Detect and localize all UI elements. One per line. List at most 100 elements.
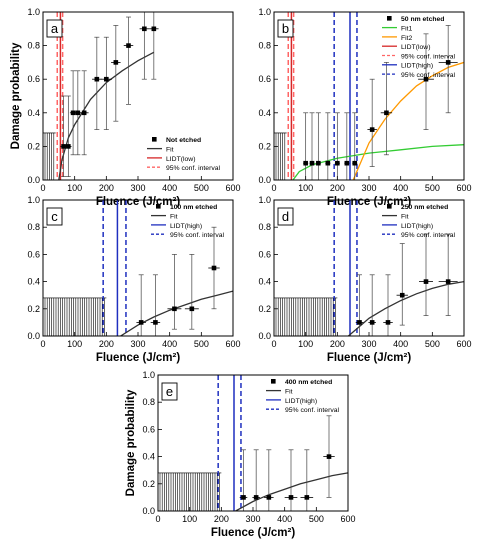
y-tick-label: 0.0 [258,331,271,341]
x-tick-label: 300 [130,339,145,349]
x-axis-label: Fluence (J/cm²) [96,352,181,364]
x-tick-label: 500 [425,339,440,349]
fit-curve [235,472,348,511]
y-tick-label: 1.0 [258,195,271,205]
y-tick-label: 0.2 [27,304,40,314]
legend-label: LIDT(high) [401,63,433,70]
x-tick-label: 600 [456,339,471,349]
legend-label: Fit [166,147,174,154]
legend-label: LIDT(high) [170,223,202,230]
fit-curve [58,51,155,180]
y-tick-label: 0.0 [142,506,155,516]
legend-marker [387,16,392,21]
x-tick-label: 0 [40,183,45,193]
data-point [369,320,375,325]
plot-area [158,375,348,511]
chart-panel-c: 0 100 200 300 400 500 600 0.0 0.2 0.4 0.6 0.8 1.0 Flu… [27,195,240,364]
legend-marker [152,137,157,142]
y-tick-label: 0.6 [258,249,271,259]
x-tick-label: 300 [245,514,260,524]
y-tick-label: 1.0 [27,195,40,205]
legend-label: LIDT(low) [166,156,195,163]
panel-label-box [277,207,294,226]
x-tick-label: 0 [271,339,276,349]
legend-label: Fit1 [401,26,413,33]
x-tick-label: 600 [340,514,355,524]
data-point [288,495,294,500]
data-point [369,127,375,132]
y-tick-label: 0.8 [258,222,271,232]
x-tick-label: 300 [130,183,145,193]
legend-label: 100 nm etched [170,204,217,211]
y-tick-label: 0.4 [27,277,40,287]
x-tick-label: 0 [271,183,276,193]
data-point [70,110,76,116]
x-tick-label: 500 [309,514,324,524]
x-tick-label: 100 [298,183,313,193]
legend-marker [156,204,161,209]
data-point [172,306,177,312]
y-tick-label: 0.2 [27,141,40,151]
fit-curve [347,280,464,336]
legend-label: 95% conf. interval [285,407,340,414]
data-point [138,320,144,325]
fit-curve [292,144,464,180]
x-tick-label: 400 [162,183,177,193]
x-tick-label: 200 [99,339,114,349]
y-tick-label: 0.4 [27,108,40,118]
legend-label: LIDT(low) [401,44,430,51]
x-tick-label: 400 [393,339,408,349]
panel-label: d [282,209,289,224]
x-tick-label: 100 [67,183,82,193]
legend-label: 95% conf. interval [401,53,456,60]
panel-label-box [161,382,178,401]
data-point [357,320,362,325]
panel-label: c [51,209,58,224]
data-point [303,160,308,166]
data-point [335,160,340,166]
x-tick-label: 200 [330,183,345,193]
x-tick-label: 300 [361,183,376,193]
chart-panel-e: 0 100 200 300 400 500 600 0.0 0.2 0.4 0.6 0.8 1.0 Flu… [125,370,356,539]
y-tick-label: 1.0 [258,7,271,17]
data-point [113,60,119,65]
data-point [325,160,331,166]
legend-marker [387,204,392,209]
chart-panel-a: 0 100 200 300 400 500 600 0.0 0.2 0.4 0.6 0.8 1.0 Flu… [10,7,241,208]
y-tick-label: 0.2 [258,141,271,151]
data-point [104,76,109,82]
legend-label: Not etched [166,137,201,144]
y-tick-label: 0.0 [258,175,271,185]
data-point [399,292,405,298]
y-tick-label: 0.2 [142,479,155,489]
x-tick-label: 200 [214,514,229,524]
x-tick-label: 200 [330,339,345,349]
x-tick-label: 200 [99,183,114,193]
panel-label-box [46,207,63,226]
legend-label: 50 nm etched [401,16,444,23]
y-tick-label: 0.8 [142,397,155,407]
x-tick-label: 400 [162,339,177,349]
x-tick-label: 500 [194,339,209,349]
y-tick-label: 0.2 [258,304,271,314]
x-axis-label: Fluence (J/cm²) [96,196,181,208]
panel-label: e [166,384,173,399]
data-point [61,144,66,149]
y-tick-label: 0.0 [27,175,40,185]
data-point [211,265,217,271]
data-point [309,160,315,166]
x-tick-label: 500 [425,183,440,193]
data-point [384,110,389,116]
fit-curve [352,61,464,180]
y-tick-label: 1.0 [27,7,40,17]
x-tick-label: 600 [456,183,471,193]
y-tick-label: 0.6 [142,424,155,434]
legend-label: 250 nm etched [401,204,448,211]
plot-area [274,12,464,180]
plot-area [43,200,233,336]
data-point [66,144,71,149]
data-point [445,279,451,284]
panel-label: b [282,21,289,36]
data-point [266,495,272,500]
chart-panel-d: 0 100 200 300 400 500 600 0.0 0.2 0.4 0.6 0.8 1.0 Flu… [258,195,471,364]
